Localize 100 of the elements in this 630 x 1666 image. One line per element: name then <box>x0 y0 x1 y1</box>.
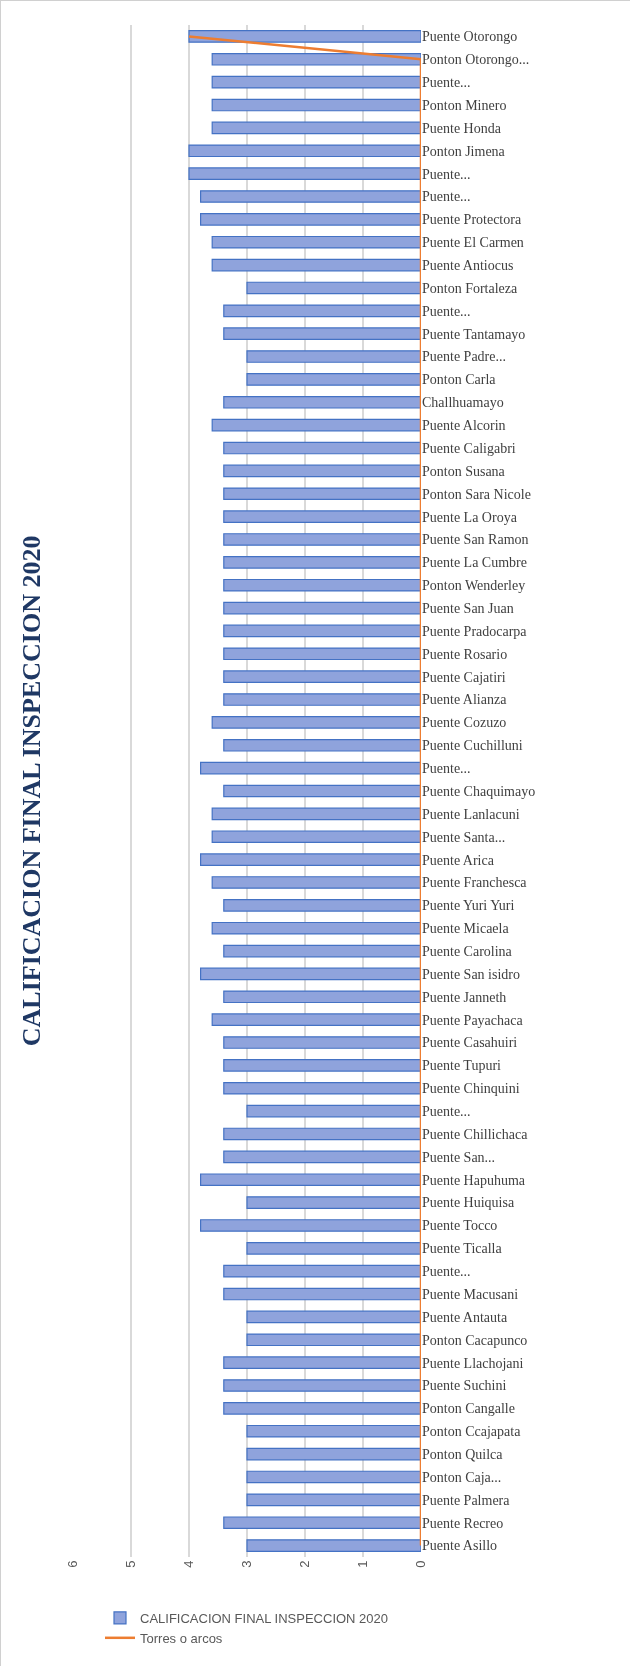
y-tick-label: Puente Cajatiri <box>422 669 506 685</box>
y-tick-label: Puente Llachojani <box>422 1355 524 1371</box>
y-tick-label: Puente Palmera <box>422 1492 511 1508</box>
y-tick-label: Puente San... <box>422 1149 496 1165</box>
y-tick-label: Puente Protectora <box>422 212 522 228</box>
bar <box>200 761 421 775</box>
y-tick-label: Ponton Cangalle <box>422 1401 515 1417</box>
bar <box>223 556 421 569</box>
y-tick-label: Ponton Cacapunco <box>422 1332 528 1348</box>
y-tick-label: Puente Cuchilluni <box>422 738 523 754</box>
bar <box>223 1516 421 1530</box>
y-tick-label: Puente... <box>422 1104 471 1120</box>
y-tick-label: Ponton Carla <box>422 372 497 388</box>
bar <box>211 121 421 135</box>
bar <box>211 807 421 821</box>
y-tick-label: Puente Rosario <box>422 646 508 662</box>
bar <box>223 1036 421 1049</box>
bar <box>200 967 421 981</box>
y-tick-label: Puente La Cumbre <box>422 555 527 571</box>
bar <box>223 578 421 592</box>
bar <box>246 1424 421 1438</box>
bar <box>223 1264 421 1278</box>
bar <box>223 304 421 318</box>
bar <box>200 213 421 226</box>
bar <box>246 1196 421 1209</box>
y-tick-label: Puente Chaquimayo <box>422 783 536 799</box>
x-tick-label: 4 <box>181 1560 197 1568</box>
bar <box>223 601 421 615</box>
y-tick-label: Puente Recreo <box>422 1515 504 1531</box>
y-tick-label: Puente... <box>422 1264 471 1280</box>
bar <box>200 1173 421 1187</box>
bar <box>223 1402 421 1415</box>
bar <box>223 533 421 546</box>
y-tick-label: Puente Huiquisa <box>422 1195 515 1211</box>
bar <box>188 30 421 43</box>
bar <box>223 647 421 661</box>
bar <box>246 1333 421 1347</box>
bar <box>223 464 421 478</box>
y-tick-label: Puente Arica <box>422 852 495 868</box>
y-tick-label: Puente San Ramon <box>422 532 529 548</box>
bar <box>223 624 421 638</box>
y-tick-label: Puente Ticalla <box>422 1241 503 1257</box>
bar <box>211 52 421 66</box>
x-tick-label: 6 <box>65 1560 81 1568</box>
bar <box>223 899 421 912</box>
y-tick-label: Puente Janneth <box>422 989 507 1005</box>
bar <box>246 350 421 363</box>
y-tick-label: Puente Tupuri <box>422 1058 502 1074</box>
bar <box>223 693 421 706</box>
y-tick-label: Puente Franchesca <box>422 875 528 891</box>
y-tick-label: Puente Chinquini <box>422 1081 520 1097</box>
y-tick-label: Puente Micaela <box>422 921 510 937</box>
bar <box>246 1493 421 1507</box>
bar <box>223 944 421 958</box>
y-tick-label: Ponton Susana <box>422 463 506 479</box>
bar <box>246 373 421 386</box>
y-tick-label: Ponton Caja... <box>422 1469 502 1485</box>
y-tick-label: Puente... <box>422 75 471 91</box>
legend-label: Torres o arcos <box>140 1630 223 1646</box>
y-tick-label: Puente Antiocus <box>422 257 514 273</box>
y-tick-label: Puente Santa... <box>422 829 506 845</box>
bar <box>188 144 421 158</box>
y-tick-label: Ponton Sara Nicole <box>422 486 531 502</box>
y-tick-label: Puente Alcorin <box>422 418 506 434</box>
bar <box>223 1127 421 1141</box>
y-tick-label: Puente Chillichaca <box>422 1126 529 1142</box>
y-tick-label: Puente Pradocarpa <box>422 623 528 639</box>
bar <box>246 1539 421 1552</box>
bar <box>223 1081 421 1095</box>
bar <box>223 990 421 1004</box>
bar <box>211 418 421 432</box>
bar <box>246 1242 421 1255</box>
y-tick-label: Puente Tocco <box>422 1218 498 1234</box>
y-tick-label: Ponton Jimena <box>422 143 506 159</box>
y-tick-label: Puente... <box>422 189 471 205</box>
y-tick-label: Puente Padre... <box>422 349 506 365</box>
bar <box>211 830 421 844</box>
bar <box>211 921 421 935</box>
bar <box>223 1150 421 1164</box>
y-tick-label: Ponton Wenderley <box>422 578 526 594</box>
y-tick-label: Challhuamayo <box>422 395 504 411</box>
bar <box>246 1470 421 1484</box>
y-tick-label: Ponton Fortaleza <box>422 280 519 296</box>
x-tick-label: 1 <box>355 1560 371 1568</box>
bar <box>223 1356 421 1369</box>
y-tick-label: Puente Lanlacuni <box>422 806 520 822</box>
bar <box>211 258 421 272</box>
y-tick-label: Puente... <box>422 761 471 777</box>
bar <box>223 738 421 752</box>
bar <box>188 167 421 180</box>
bar <box>211 716 421 729</box>
bar <box>223 1287 421 1301</box>
legend-label: CALIFICACION FINAL INSPECCION 2020 <box>140 1610 389 1626</box>
y-tick-label: Puente San Juan <box>422 600 514 616</box>
y-tick-label: Puente Yuri Yuri <box>422 898 515 914</box>
bar <box>223 441 421 455</box>
bar <box>246 281 421 295</box>
y-tick-label: Puente Honda <box>422 120 502 136</box>
y-tick-label: Puente La Oroya <box>422 509 518 525</box>
text: CALIFICACION FINAL INSPECCION 2020 <box>17 535 47 1047</box>
